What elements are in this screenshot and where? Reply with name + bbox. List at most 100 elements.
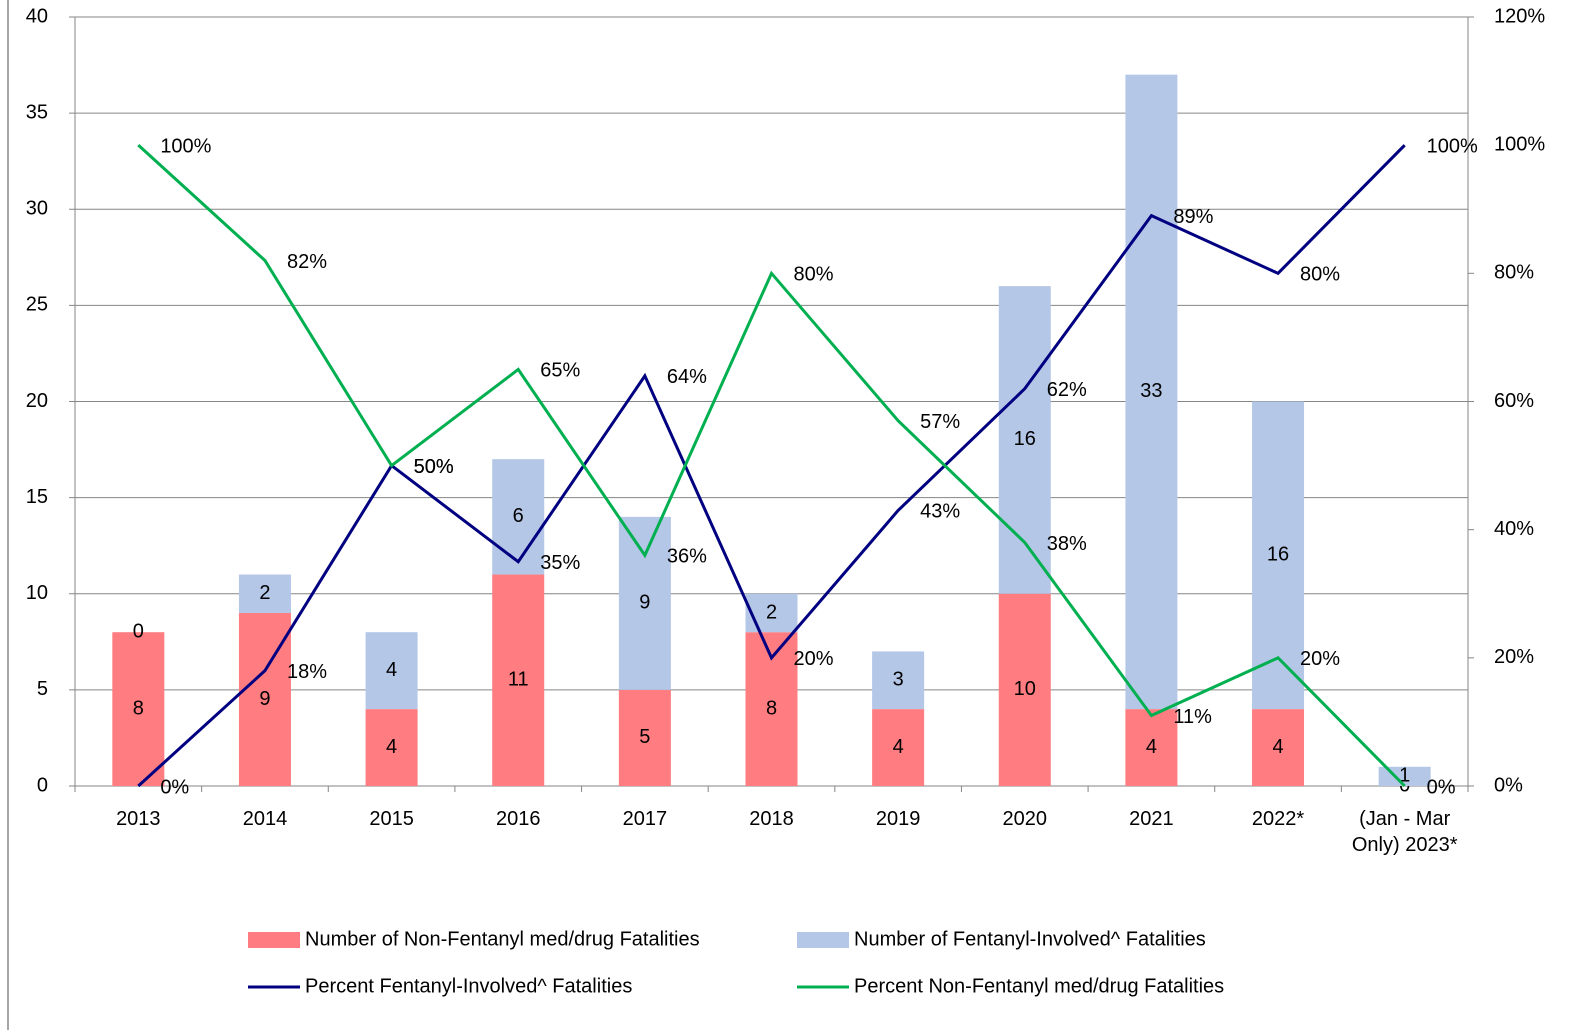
bar	[618, 689, 671, 786]
line-label: 89%	[1173, 206, 1213, 228]
y-tick-label: 30	[26, 198, 48, 220]
x-tick-label-box: 2013	[116, 808, 161, 830]
bar	[365, 709, 418, 786]
y-tick-label: 15	[26, 486, 48, 508]
line-label: 0%	[1427, 776, 1456, 798]
y-tick-label: 0	[37, 774, 48, 796]
bar-label: 1	[1399, 765, 1410, 787]
bar-label: 9	[259, 688, 270, 710]
legend-label: Number of Non-Fentanyl med/drug Fataliti…	[305, 928, 700, 950]
bar	[618, 516, 671, 690]
y-tick-label: 10	[26, 582, 48, 604]
line-label: 0%	[160, 776, 189, 798]
bar	[112, 632, 165, 786]
x-tick-label: 2018	[749, 808, 794, 830]
line-label: 35%	[540, 552, 580, 574]
x-tick-label-box: 2021	[1129, 808, 1174, 830]
x-tick-label: (Jan - Mar Only) 2023*	[1351, 808, 1458, 856]
x-tick-label: 2014	[242, 808, 288, 830]
x-tick-label-box: 2019	[875, 808, 921, 830]
line-label: 65%	[540, 360, 580, 382]
bar-label: 10	[1014, 678, 1036, 700]
x-tick-label-box: 2016	[495, 808, 541, 830]
bar-label: 4	[893, 736, 904, 758]
x-tick-label-box: 2022*	[1251, 808, 1305, 830]
line-label: 80%	[794, 264, 834, 286]
bar-label: 11	[508, 669, 529, 691]
legend-label: Percent Non-Fentanyl med/drug Fatalities	[854, 975, 1224, 997]
line-label: 50%	[414, 456, 454, 478]
bar-label: 8	[766, 697, 777, 719]
line-label: 62%	[1047, 379, 1087, 401]
y2-tick-label: 0%	[1494, 774, 1523, 796]
y2-tick-label: 120%	[1494, 5, 1545, 27]
line	[137, 144, 1406, 788]
bar-label: 4	[1272, 736, 1283, 758]
y-tick-label: 20	[26, 390, 48, 412]
y2-tick-label: 60%	[1494, 390, 1534, 412]
bar-label: 0	[133, 620, 144, 642]
legend-swatch	[248, 932, 300, 948]
bar-label: 4	[386, 736, 397, 758]
y2-tick-label: 100%	[1494, 133, 1545, 155]
x-tick-label: 2017	[622, 808, 668, 830]
x-tick-label: 2020	[1002, 808, 1048, 830]
bar	[1252, 709, 1305, 786]
bar-label: 8	[133, 697, 144, 719]
line-label: 43%	[920, 501, 960, 523]
line-label: 100%	[160, 135, 211, 157]
line-label: 57%	[920, 411, 960, 433]
bar-label: 16	[1267, 544, 1289, 566]
bar-label: 16	[1014, 428, 1036, 450]
line-label: 38%	[1047, 533, 1087, 555]
x-tick-label-box: 2014	[242, 808, 288, 830]
x-tick-label-box: 2017	[622, 808, 668, 830]
line-label: 64%	[667, 366, 707, 388]
x-tick-label: 2019	[875, 808, 921, 830]
bar	[1125, 74, 1178, 710]
y-tick-label: 25	[26, 294, 48, 316]
x-tick-label: 2021	[1129, 808, 1174, 830]
line-label: 20%	[794, 648, 834, 670]
line-label: 100%	[1427, 135, 1478, 157]
bar	[238, 574, 291, 613]
bar-label: 33	[1140, 380, 1162, 402]
bar	[1125, 709, 1178, 786]
bar	[872, 651, 925, 710]
y-tick-label: 40	[26, 5, 48, 27]
bar	[872, 709, 925, 786]
bar-label: 2	[259, 582, 270, 604]
line	[137, 144, 1406, 788]
x-tick-label: 2015	[369, 808, 414, 830]
x-tick-label-box: 2018	[749, 808, 794, 830]
y2-tick-label: 20%	[1494, 646, 1534, 668]
legend-label: Percent Fentanyl-Involved^ Fatalities	[305, 975, 632, 997]
bar	[492, 459, 545, 575]
line-label: 36%	[667, 546, 707, 568]
line-label: 11%	[1173, 706, 1212, 728]
y2-tick-label: 80%	[1494, 262, 1534, 284]
x-tick-label-box: 2015	[369, 808, 414, 830]
x-tick-label-box: (Jan - Mar Only) 2023*	[1351, 808, 1458, 856]
x-tick-label: 2013	[116, 808, 161, 830]
bar-label: 2	[766, 601, 777, 623]
line-label: 82%	[287, 251, 327, 273]
bar-label: 9	[639, 592, 650, 614]
y2-tick-label: 40%	[1494, 518, 1534, 540]
x-tick-label-box: 2020	[1002, 808, 1048, 830]
y-tick-label: 35	[26, 101, 48, 123]
bar-label: 3	[893, 669, 904, 691]
bar-label: 4	[1146, 736, 1157, 758]
bar-label: 6	[513, 505, 524, 527]
bar	[365, 632, 418, 710]
x-tick-label: 2016	[495, 808, 541, 830]
legend-label: Number of Fentanyl-Involved^ Fatalities	[854, 928, 1206, 950]
x-tick-label: 2022*	[1251, 808, 1305, 830]
line-label: 80%	[1300, 264, 1340, 286]
line-label: 20%	[1300, 648, 1340, 670]
bar	[492, 574, 545, 786]
bar-label: 4	[386, 659, 397, 681]
line-label: 18%	[287, 661, 327, 683]
